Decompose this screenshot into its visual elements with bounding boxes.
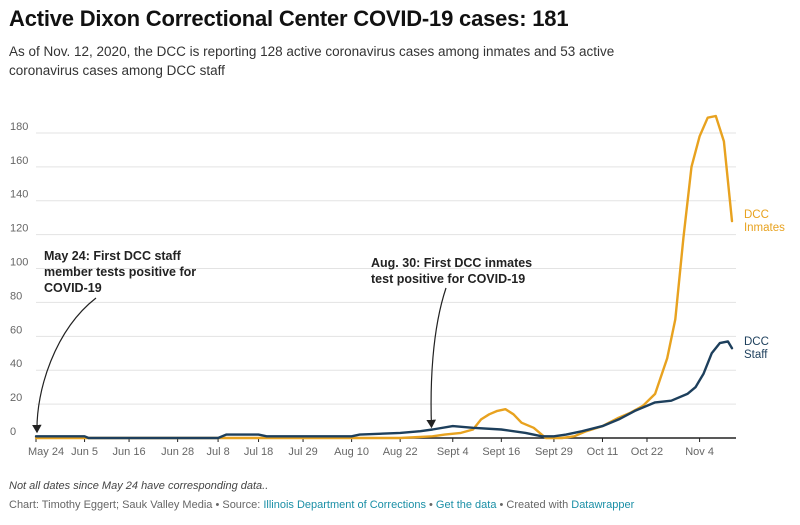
- annotation-arrow-staff: [32, 297, 97, 434]
- y-tick-label: 20: [10, 392, 22, 404]
- chart-title: Active Dixon Correctional Center COVID-1…: [9, 6, 569, 31]
- y-tick-label: 0: [10, 426, 16, 438]
- annotation-staff-first-case: COVID-19: [44, 281, 102, 295]
- x-tick-label: Jul 29: [288, 446, 317, 458]
- series-label-inmates: Inmates: [744, 222, 785, 234]
- y-tick-label: 80: [10, 290, 22, 302]
- series-label-inmates: DCC: [744, 209, 769, 221]
- y-tick-label: 60: [10, 324, 22, 336]
- x-tick-label: Sept 4: [437, 446, 469, 458]
- x-tick-label: Jun 28: [161, 446, 194, 458]
- chart-subtitle: As of Nov. 12, 2020, the DCC is reportin…: [9, 44, 615, 78]
- chart-credits: Chart: Timothy Eggert; Sauk Valley Media…: [9, 499, 634, 511]
- credits-suffix: • Created with: [496, 499, 572, 511]
- annotation-arrow-inmates: [426, 287, 447, 429]
- series-label-staff: Staff: [744, 349, 768, 361]
- x-tick-label: Aug 10: [334, 446, 369, 458]
- get-data-link[interactable]: Get the data: [435, 499, 497, 511]
- annotation-staff-first-case: member tests positive for: [44, 265, 196, 279]
- source-link[interactable]: Illinois Department of Corrections: [263, 499, 426, 511]
- y-tick-label: 40: [10, 358, 22, 370]
- x-tick-label: Sept 29: [535, 446, 573, 458]
- x-tick-label: Jul 18: [244, 446, 273, 458]
- series-line-inmates: [34, 114, 734, 440]
- series-label-staff: DCC: [744, 336, 769, 348]
- y-tick-label: 180: [10, 121, 28, 133]
- y-tick-label: 140: [10, 189, 28, 201]
- chart-note: Not all dates since May 24 have correspo…: [9, 480, 269, 492]
- annotation-inmates-first-case: test positive for COVID-19: [371, 272, 525, 286]
- x-tick-label: Jul 8: [206, 446, 229, 458]
- series-line-staff: [34, 340, 734, 440]
- x-tick-label: Nov 4: [685, 446, 714, 458]
- annotation-inmates-first-case: Aug. 30: First DCC inmates: [371, 256, 532, 270]
- y-tick-label: 160: [10, 155, 28, 167]
- x-tick-label: Sept 16: [482, 446, 520, 458]
- x-tick-label: Jun 5: [71, 446, 98, 458]
- credits-prefix: Chart: Timothy Eggert; Sauk Valley Media…: [9, 499, 264, 511]
- x-tick-label: Oct 11: [587, 446, 619, 458]
- credits-separator: •: [425, 499, 436, 511]
- y-tick-label: 100: [10, 257, 28, 269]
- x-tick-label: May 24: [28, 446, 64, 458]
- x-tick-label: Oct 22: [631, 446, 663, 458]
- y-tick-label: 120: [10, 223, 28, 235]
- x-tick-label: Aug 22: [383, 446, 418, 458]
- datawrapper-link[interactable]: Datawrapper: [571, 499, 635, 511]
- x-tick-label: Jun 16: [113, 446, 146, 458]
- annotation-staff-first-case: May 24: First DCC staff: [44, 249, 182, 263]
